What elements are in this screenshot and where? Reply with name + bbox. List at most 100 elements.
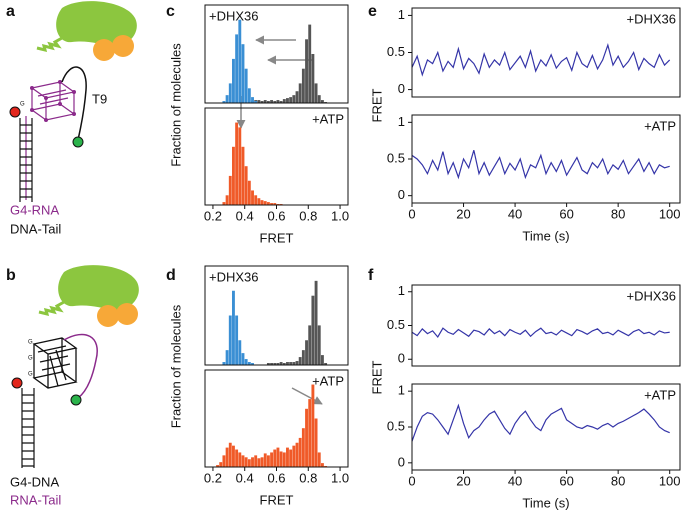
x-tick-label: 20 <box>456 206 470 221</box>
y-tick-label: 1 <box>398 383 405 398</box>
strand-label: G4-DNA <box>10 474 59 489</box>
annotation: +ATP <box>644 118 676 133</box>
diagram-a: G T9 G4-RNA DNA-Tail <box>9 1 137 236</box>
annotation: +DHX36 <box>209 8 259 23</box>
histogram-bar <box>301 428 305 467</box>
histogram-bar <box>238 19 242 104</box>
panel-label: c <box>166 3 175 20</box>
x-axis-label: Time (s) <box>522 228 569 243</box>
histogram-bar <box>251 190 254 205</box>
y-tick-label: 0 <box>398 454 405 469</box>
histogram-bar <box>251 457 254 467</box>
histogram-bar <box>263 201 267 205</box>
x-axis-label: Time (s) <box>522 495 569 510</box>
y-axis-label: Fraction of molecules <box>168 304 183 428</box>
histogram-bar <box>235 449 239 467</box>
annotation: +DHX36 <box>627 288 677 303</box>
panel-label: a <box>6 3 15 20</box>
histogram-bar <box>232 146 235 205</box>
x-tick-label: 0 <box>408 473 415 488</box>
y-tick-label: 1 <box>398 283 405 298</box>
x-tick-label: 1.0 <box>331 208 349 223</box>
histogram-bar <box>324 363 328 365</box>
histogram-bar <box>238 452 242 467</box>
histogram-bar <box>238 127 242 205</box>
y-axis-label: Fraction of molecules <box>168 43 183 167</box>
histogram-bar <box>244 166 248 205</box>
histogram-bar <box>320 355 324 365</box>
histogram-bar <box>292 445 296 467</box>
strand-label: RNA-Tail <box>10 492 61 507</box>
histogram-bar <box>295 361 299 365</box>
x-tick-label: 0.8 <box>299 208 317 223</box>
histogram-bar <box>228 442 232 467</box>
histogram-bar <box>235 122 239 205</box>
histogram-bar <box>292 95 296 103</box>
histogram-bar <box>320 100 324 103</box>
histogram-bar <box>273 203 277 205</box>
histogram-bar <box>266 455 270 467</box>
x-tick-label: 1.0 <box>331 470 349 485</box>
histogram-bar <box>305 340 308 365</box>
x-tick-label: 100 <box>659 206 681 221</box>
y-tick-label: 0.5 <box>387 44 405 59</box>
histogram-bar <box>263 453 267 467</box>
g-label: G <box>28 372 33 378</box>
histogram-bar <box>228 315 232 365</box>
annotation: +DHX36 <box>209 269 259 284</box>
histogram-bar <box>219 462 223 467</box>
y-tick-label: 0 <box>398 187 405 202</box>
histogram-bar <box>247 362 251 365</box>
histogram-bar <box>282 452 286 467</box>
histogram-bar <box>225 95 229 103</box>
histogram-bar <box>270 100 274 103</box>
histogram-bar <box>273 363 277 365</box>
diagram-b: G G G G4-DNA RNA-Tail <box>10 265 139 507</box>
y-tick-label: 0.5 <box>387 150 405 165</box>
histogram-bar <box>225 195 229 205</box>
histogram-bar <box>241 146 245 205</box>
y-axis-label: FRET <box>369 360 384 394</box>
histogram-bar <box>301 350 305 365</box>
histogram-bar <box>254 195 258 205</box>
panel-label: d <box>166 267 176 284</box>
histogram-bar <box>266 363 270 365</box>
histogram-bar <box>314 83 318 103</box>
histogram-bar <box>276 100 280 103</box>
histogram-bar <box>257 198 261 205</box>
annotation: +ATP <box>644 387 676 402</box>
histogram-bar <box>266 101 270 103</box>
plot-frame <box>411 383 681 471</box>
panel-label: f <box>368 267 374 284</box>
histogram-bar <box>216 465 219 467</box>
trace-line <box>411 327 670 339</box>
histogram-bar <box>222 362 226 365</box>
histogram-bar <box>244 359 248 365</box>
histogram-bar <box>308 325 312 365</box>
panel-label: e <box>368 3 377 20</box>
histogram-bar <box>286 98 289 103</box>
histogram-bar <box>289 449 293 467</box>
histogram-bar <box>244 68 248 103</box>
histogram-bar <box>286 447 289 467</box>
histogram-bar <box>254 101 258 103</box>
y-axis-label: FRET <box>369 88 384 122</box>
x-axis-label: FRET <box>260 230 294 245</box>
x-tick-label: 20 <box>456 473 470 488</box>
x-axis-label: FRET <box>260 492 294 507</box>
histogram-bar <box>254 455 258 467</box>
annotation: +ATP <box>312 111 344 126</box>
histogram-bar <box>305 408 308 467</box>
histogram-bar <box>298 83 302 103</box>
histogram-bar <box>311 295 315 365</box>
tail-label: T9 <box>92 91 107 106</box>
y-tick-label: 1 <box>398 7 405 22</box>
x-tick-label: 0.2 <box>204 470 222 485</box>
histogram-bar <box>235 315 239 365</box>
histogram-bar <box>228 175 232 205</box>
histogram-bar <box>238 340 242 365</box>
histogram-bar <box>222 101 226 103</box>
histogram-bar <box>260 101 264 103</box>
trace-line <box>411 150 670 180</box>
x-tick-label: 0.2 <box>204 208 222 223</box>
